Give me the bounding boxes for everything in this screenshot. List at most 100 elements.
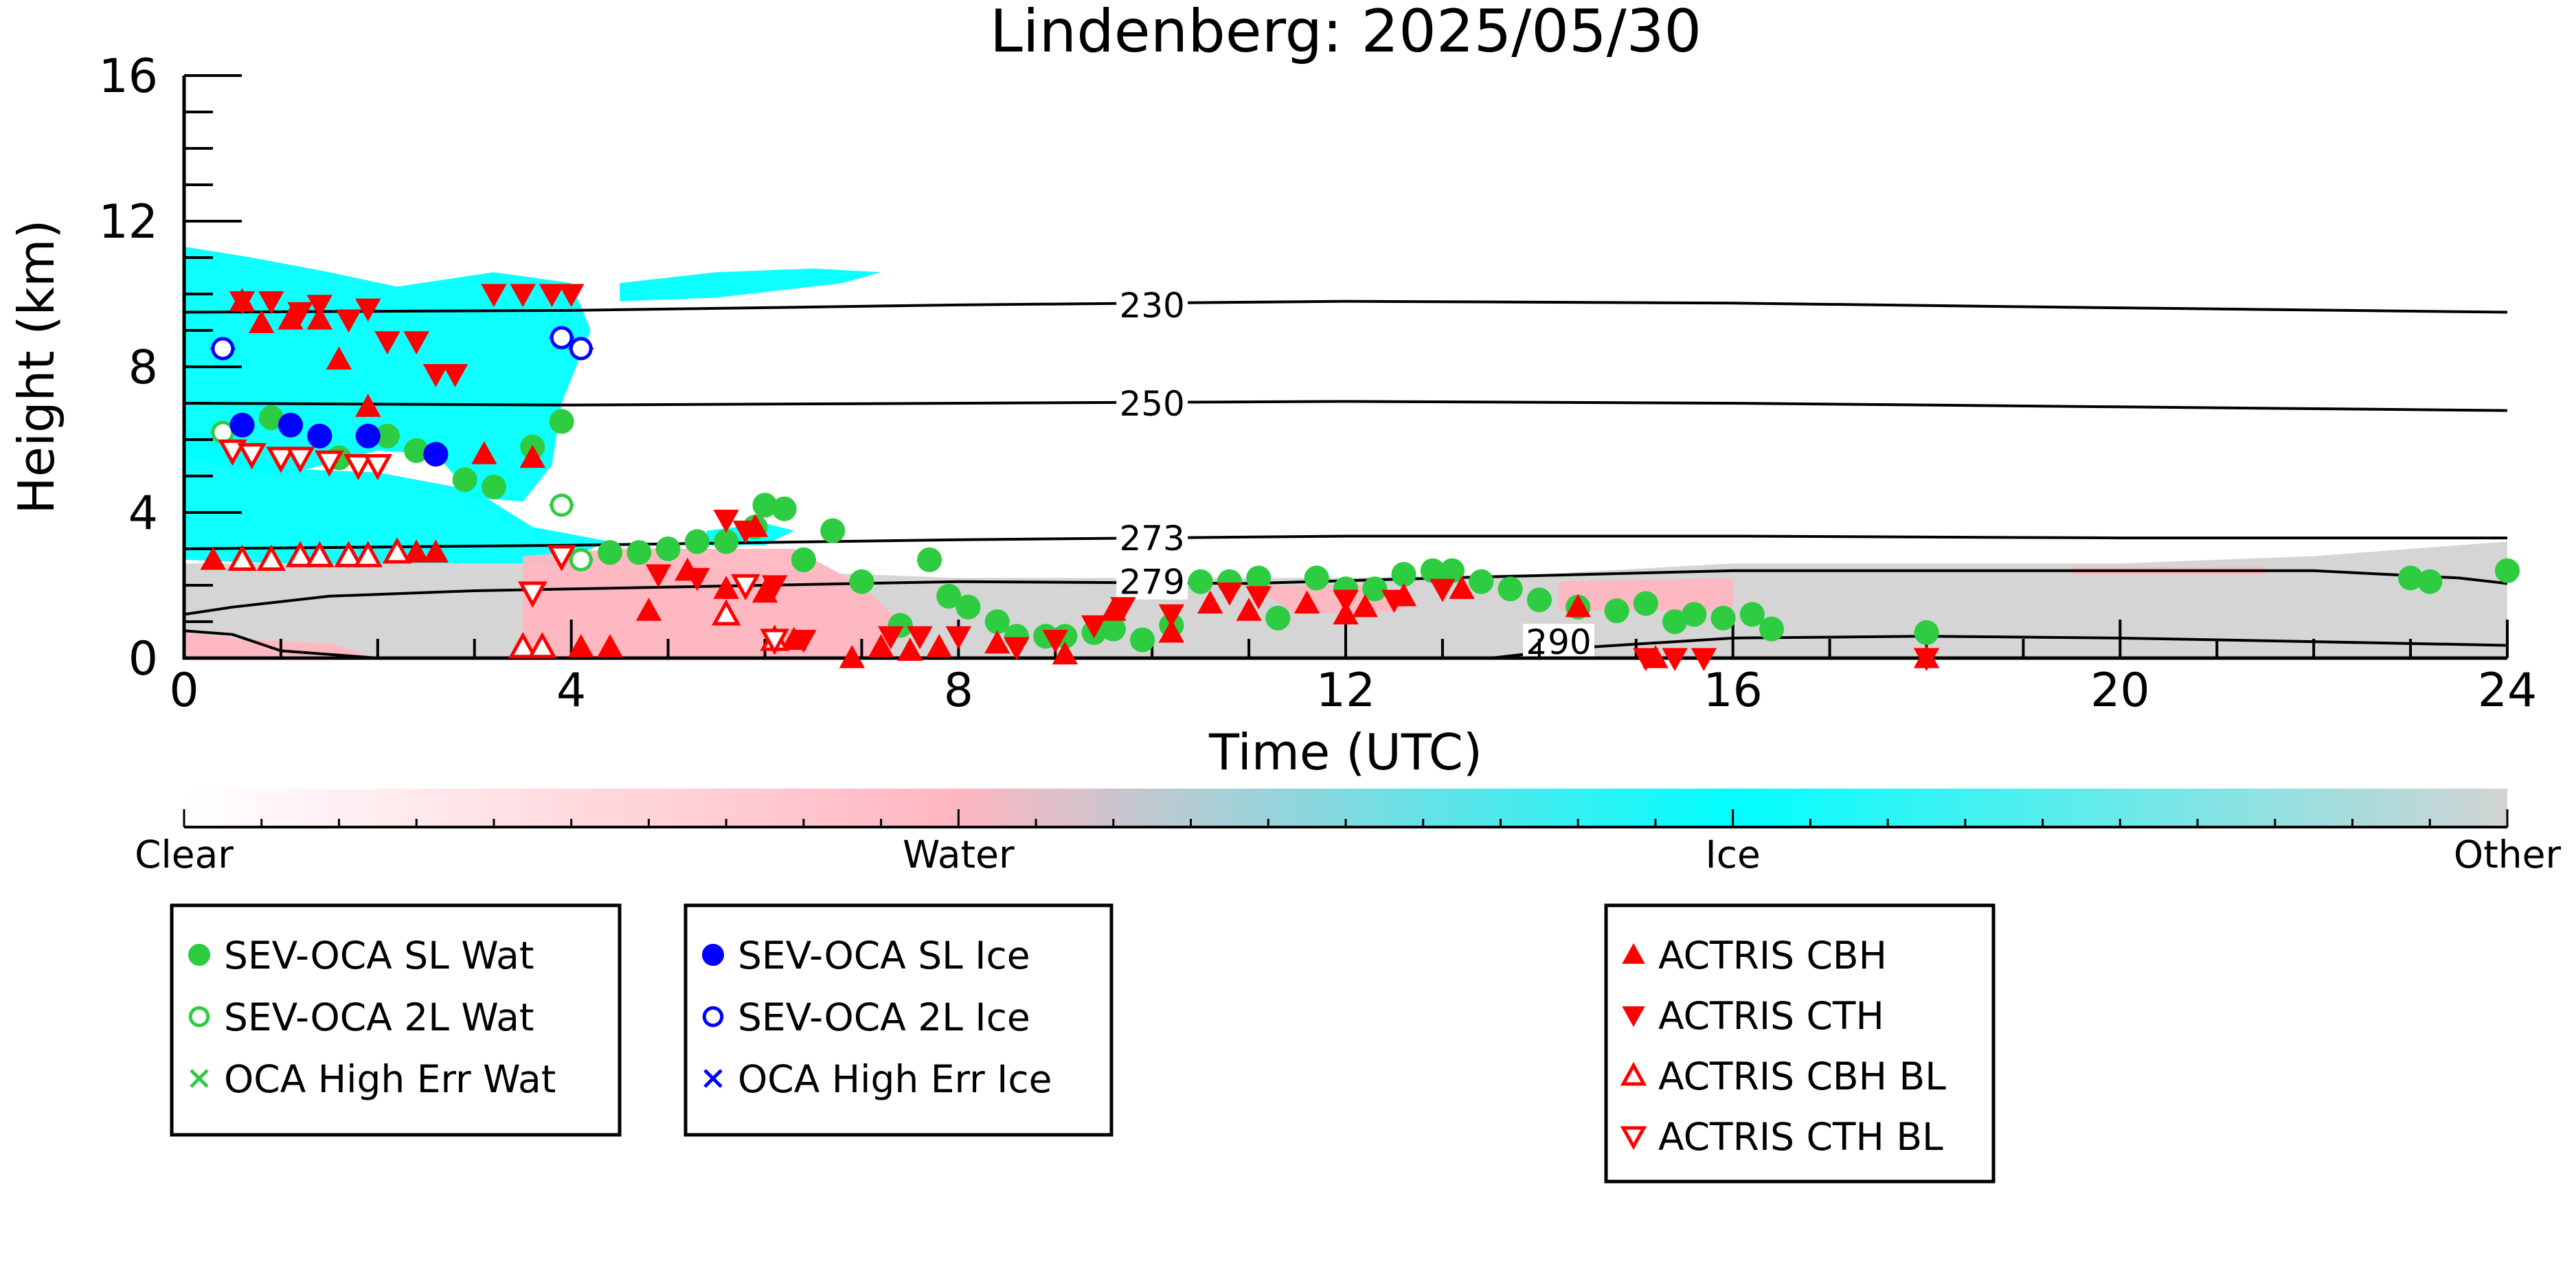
colorbar-labels: Clear Water Ice Other bbox=[135, 833, 2561, 877]
sev-oca-sl-wat-point bbox=[1130, 627, 1155, 653]
sev-oca-sl-wat-point bbox=[481, 474, 506, 499]
sev-oca-sl-wat-point bbox=[452, 467, 477, 493]
legend-label: SEV-OCA SL Ice bbox=[738, 934, 1030, 978]
actris-cbh-point bbox=[1197, 590, 1223, 614]
y-tick-label: 12 bbox=[98, 195, 158, 249]
actris-cth-point bbox=[1245, 586, 1272, 609]
legend-box bbox=[170, 903, 622, 1137]
legend-marker-stroke bbox=[703, 1069, 723, 1088]
legend-label: ACTRIS CTH BL bbox=[1658, 1115, 1943, 1159]
sev-oca-sl-wat-point bbox=[1759, 616, 1785, 642]
contour-label: 273 bbox=[1119, 519, 1184, 558]
legend-marker bbox=[703, 1069, 723, 1088]
actris-cth-point bbox=[1691, 648, 1717, 672]
sev-oca-sl-wat-point bbox=[549, 409, 574, 434]
actris-cbh-bl-point bbox=[334, 541, 363, 567]
sev-oca-sl-wat-point bbox=[820, 518, 846, 543]
y-tick-label: 0 bbox=[128, 632, 158, 686]
sev-oca-sl-wat-point bbox=[1710, 605, 1736, 631]
x-tick-label: 20 bbox=[2090, 664, 2150, 718]
actris-cbh-bl-point bbox=[382, 537, 412, 564]
actris-cth-bl-point bbox=[547, 545, 576, 572]
y-tick-labels: 0 4 8 12 16 bbox=[98, 49, 158, 686]
actris-cbh-bl-point bbox=[227, 544, 257, 571]
shading-region bbox=[184, 429, 611, 564]
actris-cth-bl-point bbox=[363, 454, 393, 481]
actris-cbh-point bbox=[897, 637, 923, 661]
actris-cth-point bbox=[1913, 648, 1940, 672]
contour-label-bg bbox=[1116, 385, 1188, 421]
sev-oca-sl-wat-point bbox=[1633, 591, 1658, 616]
actris-cth-point bbox=[422, 364, 449, 387]
actris-cbh-point bbox=[1565, 594, 1591, 618]
x-tick-label: 0 bbox=[169, 664, 199, 718]
actris-cth-point bbox=[539, 284, 565, 308]
contour-label-bg bbox=[1116, 563, 1188, 600]
contour-label: 290 bbox=[1526, 622, 1591, 662]
legend-label: SEV-OCA SL Wat bbox=[224, 934, 534, 978]
actris-cbh-point bbox=[1352, 594, 1378, 618]
temperature-contour-labels: 230 250 273 279 290 bbox=[1116, 286, 1595, 662]
actris-cbh-bl-point bbox=[305, 541, 335, 567]
contour-line-230 bbox=[184, 300, 2507, 314]
actris-cbh-point bbox=[326, 346, 352, 370]
sev-oca-sl-ice-point bbox=[423, 442, 449, 467]
legend-marker bbox=[1622, 1006, 1645, 1028]
actris-cbh-point bbox=[306, 306, 332, 330]
actris-cth-point bbox=[684, 567, 710, 591]
actris-cbh-bl-point bbox=[528, 631, 557, 659]
sev-oca-sl-wat-point bbox=[936, 583, 962, 609]
sev-oca-sl-wat-point bbox=[917, 547, 942, 572]
actris-cth-point bbox=[1633, 648, 1659, 672]
actris-cth-point bbox=[1158, 604, 1185, 628]
x-axis-label: Time (UTC) bbox=[1208, 723, 1482, 781]
actris-cbh-point bbox=[926, 634, 952, 657]
actris-cbh-point bbox=[984, 630, 1010, 654]
actris-cth-point bbox=[1430, 578, 1456, 602]
actris-cbh-point bbox=[200, 546, 226, 570]
sev-oca-sl-wat-point bbox=[1498, 576, 1523, 602]
actris-cth-point bbox=[761, 575, 788, 599]
actris-cbh-point bbox=[1449, 576, 1475, 599]
data-markers bbox=[200, 284, 2520, 672]
actris-cth-point bbox=[1110, 597, 1136, 620]
plot-axes bbox=[182, 74, 2509, 660]
legend-marker bbox=[188, 944, 210, 966]
actris-cbh-point bbox=[1333, 601, 1359, 624]
legend-label: OCA High Err Wat bbox=[224, 1057, 556, 1101]
actris-cbh-point bbox=[839, 644, 866, 668]
legend-label: SEV-OCA 2L Wat bbox=[224, 995, 534, 1039]
actris-cth-point bbox=[1333, 589, 1359, 613]
sev-oca-sl-wat-point bbox=[984, 609, 1010, 634]
sev-oca-sl-ice-point bbox=[229, 412, 255, 438]
actris-cth-point bbox=[229, 291, 256, 315]
actris-cth-point bbox=[355, 298, 381, 322]
sev-oca-sl-wat-point bbox=[1391, 562, 1416, 587]
legend-marker bbox=[1620, 1126, 1647, 1151]
contour-line-250 bbox=[184, 400, 2507, 412]
sev-oca-sl-wat-point bbox=[1682, 602, 1707, 627]
actris-cth-point bbox=[1217, 583, 1243, 606]
actris-cth-bl-point bbox=[731, 574, 760, 601]
actris-cth-point bbox=[558, 284, 585, 308]
sev-oca-sl-wat-point bbox=[791, 547, 816, 572]
contour-label: 279 bbox=[1119, 563, 1184, 602]
actris-cth-point bbox=[945, 626, 972, 650]
actris-cth-point bbox=[1081, 615, 1107, 639]
legend-box bbox=[1604, 903, 1996, 1184]
legend-marker bbox=[190, 1069, 209, 1088]
sev-oca-sl-wat-point bbox=[684, 529, 710, 554]
actris-cth-bl-point bbox=[218, 439, 247, 466]
shading-region bbox=[620, 268, 881, 302]
actris-cth-point bbox=[1381, 589, 1408, 613]
actris-cbh-point bbox=[597, 634, 623, 657]
y-tick-label: 4 bbox=[128, 486, 158, 541]
actris-cth-point bbox=[713, 510, 739, 533]
contour-label-bg bbox=[1116, 286, 1188, 323]
contour-label: 230 bbox=[1119, 286, 1184, 326]
contour-line-290 bbox=[184, 629, 378, 658]
actris-cbh-point bbox=[422, 539, 449, 563]
x-tick-label: 12 bbox=[1316, 664, 1376, 718]
sev-oca-sl-wat-point bbox=[956, 594, 981, 620]
sev-oca-sl-wat-point bbox=[1469, 569, 1494, 594]
